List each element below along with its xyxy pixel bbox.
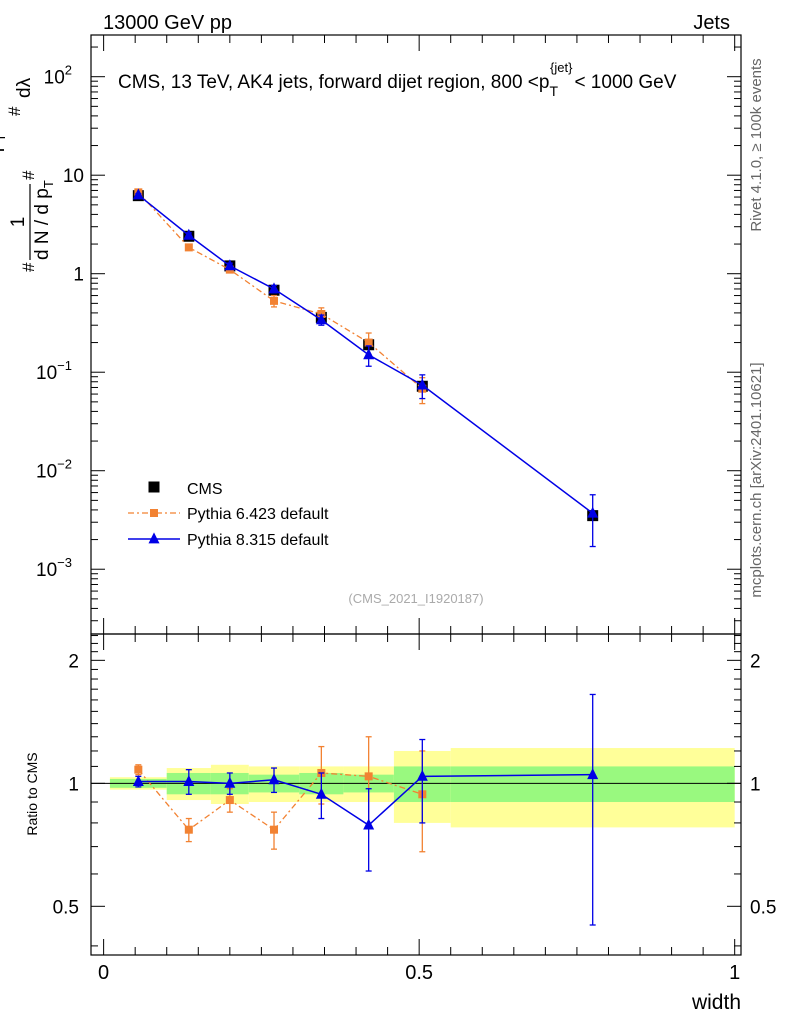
py8-point	[416, 378, 428, 390]
py8-ratio-point	[132, 774, 144, 786]
main-ytick-label: 1	[73, 265, 84, 286]
main-ytick-label-base: 10	[36, 462, 57, 483]
svg-text:#: #	[5, 106, 24, 116]
ratio-ytick-label-right: 2	[750, 651, 761, 672]
legend: CMS Pythia 6.423 default Pythia 8.315 defa…	[128, 481, 329, 549]
legend-py8-label: Pythia 8.315 default	[187, 532, 329, 549]
py6-ratio-point	[225, 796, 234, 805]
main-ytick-label: 10−2	[36, 457, 72, 483]
py8-ratio-point	[363, 818, 375, 830]
main-ytick-label-base: 10	[44, 68, 65, 89]
main-ytick-label-exp: −1	[57, 358, 72, 373]
main-ylabel-dlambda: dλ	[14, 77, 35, 98]
ratio-panel-frame	[90, 633, 742, 956]
py6-point	[184, 243, 193, 252]
xtick-label: 1	[729, 962, 740, 984]
main-ylabel-d: d	[0, 91, 5, 102]
py6-ratio-point	[270, 825, 279, 834]
py8-point	[132, 188, 144, 200]
ratio-ytick-label-left: 0.5	[53, 897, 79, 918]
main-ylabel-N: N	[0, 70, 5, 84]
py6-line	[137, 191, 423, 390]
py8-ratio-point	[587, 768, 599, 780]
svg-text:d N / d pT: d N / d pT	[32, 180, 56, 260]
svg-text:#: #	[19, 170, 38, 180]
main-ytick-label-base: 10	[36, 363, 57, 384]
side-mcplots-label: mcplots.cern.ch [arXiv:2401.10621]	[748, 362, 765, 597]
svg-text:d pT: d pT	[0, 134, 8, 168]
main-ytick-label: 10−1	[36, 358, 72, 384]
py6-point	[270, 296, 279, 305]
main-ylabel-dpt: d p	[0, 142, 5, 168]
main-ylabel-hash2: #	[19, 170, 38, 180]
main-ytick-label-base: 10	[36, 560, 57, 581]
ratio-ytick-label-left: 1	[68, 774, 79, 795]
svg-text:d2N: d2N	[0, 70, 5, 102]
py8-ratio-point	[224, 776, 236, 788]
ratio-ytick-label-right: 0.5	[750, 897, 776, 918]
legend-py8-marker	[148, 532, 160, 544]
ratio-ytick-label-left: 2	[68, 651, 79, 672]
xtick-label: 0.5	[405, 962, 433, 984]
py8-line	[137, 194, 594, 514]
py8-point	[183, 228, 195, 240]
main-ytick-label-exp: −2	[57, 457, 72, 472]
legend-py6-label: Pythia 6.423 default	[187, 506, 329, 523]
py8-ratio-point	[315, 787, 327, 799]
main-ytick-label: 102	[44, 63, 72, 89]
main-ylabel-one: 1	[8, 217, 29, 228]
svg-text:1: 1	[8, 217, 29, 228]
main-ytick-label-exp: 2	[65, 63, 72, 78]
py8-ratio-point	[183, 774, 195, 786]
py6-ratio-point	[134, 765, 143, 774]
ratio-ylabel: Ratio to CMS	[24, 752, 40, 835]
main-ytick-label-base: 1	[73, 265, 84, 286]
plot-title-main: CMS, 13 TeV, AK4 jets, forward dijet reg…	[118, 72, 549, 93]
main-ytick-label-base: 10	[63, 166, 84, 187]
axis-frames	[90, 34, 742, 956]
main-ylabel-hash: #	[19, 262, 38, 272]
main-ylabel-hash3: #	[5, 106, 24, 116]
analysis-id: (CMS_2021_I1920187)	[348, 591, 483, 606]
header-left-label: 13000 GeV pp	[103, 12, 232, 34]
svg-text:#: #	[19, 262, 38, 272]
ratio-ytick-label-right: 1	[750, 774, 761, 795]
py8-point	[224, 259, 236, 271]
py8-point	[587, 506, 599, 518]
plot-title-sup: {jet}	[550, 60, 573, 75]
main-ytick-label: 10	[63, 166, 84, 187]
legend-cms-marker	[148, 481, 160, 493]
side-rivet-label: Rivet 4.1.0, ≥ 100k events	[748, 58, 765, 231]
main-ylabel-t2: T	[0, 134, 8, 142]
py8-point	[315, 313, 327, 325]
py8-point	[268, 282, 280, 294]
main-ylabel-dndpt: d N / d p	[32, 188, 53, 260]
py8-ratio-point	[416, 769, 428, 781]
py8-point	[363, 348, 375, 360]
py6-point	[364, 338, 373, 347]
plot-title-tail: < 1000 GeV	[574, 72, 676, 93]
py8-ratio-point	[268, 773, 280, 785]
xtick-label: 0	[98, 962, 109, 984]
main-ytick-label: 10−3	[36, 555, 72, 581]
py6-ratio-point	[364, 772, 373, 781]
main-ylabel-t1: T	[41, 180, 56, 188]
main-ylabel: # 1 d N / d pT # d pT # d2N dλ	[0, 70, 56, 272]
svg-text:dλ: dλ	[14, 77, 35, 98]
py8-ratio-line	[138, 773, 593, 827]
header-right-label: Jets	[693, 12, 730, 34]
legend-cms-label: CMS	[187, 481, 223, 498]
legend-py6-marker	[150, 509, 158, 517]
data-series	[132, 188, 599, 926]
main-ytick-label-exp: −3	[57, 555, 72, 570]
plot-title: CMS, 13 TeV, AK4 jets, forward dijet reg…	[118, 60, 677, 99]
x-axis-label: width	[691, 991, 741, 1014]
plot-title-sub: T	[549, 83, 558, 99]
py6-ratio-point	[184, 825, 193, 834]
